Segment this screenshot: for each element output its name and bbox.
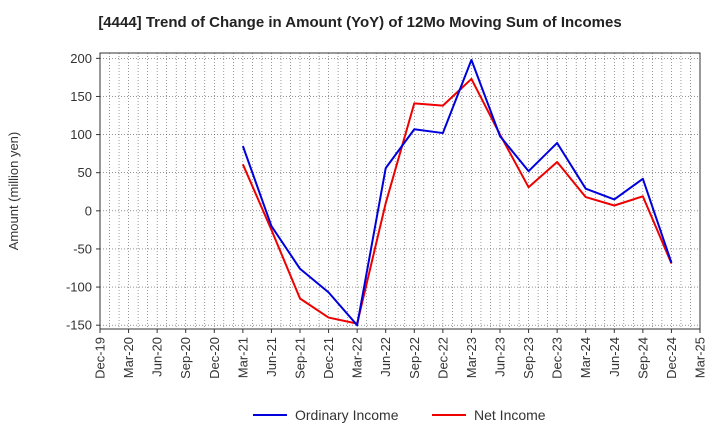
x-tick-label: Sep-21 (293, 337, 308, 379)
x-tick-label: Sep-22 (407, 337, 422, 379)
chart-title: [4444] Trend of Change in Amount (YoY) o… (98, 14, 622, 31)
x-tick-label: Dec-19 (93, 337, 108, 379)
y-tick-label: 150 (70, 89, 92, 104)
x-tick-label: Dec-24 (664, 337, 679, 379)
plot-frame (99, 52, 701, 330)
x-tick-label: Jun-21 (264, 337, 279, 377)
x-tick-label: Dec-21 (321, 337, 336, 379)
ordinary-income-legend-label: Ordinary Income (295, 407, 399, 423)
x-tick-label: Dec-22 (435, 337, 450, 379)
y-tick-label: -100 (66, 280, 92, 295)
net-income-line (241, 77, 673, 325)
x-tick-label: Sep-20 (178, 337, 193, 379)
y-tick-label: -150 (66, 318, 92, 333)
x-tick-label: Mar-20 (121, 337, 136, 378)
x-tick-labels: Dec-19 Mar-20 Jun-20 Sep-20 Dec-20 Mar-21 Jun-… (93, 337, 708, 379)
series-lines (241, 58, 673, 327)
x-tick-label: Mar-25 (693, 337, 708, 378)
x-tick-label: Jun-20 (150, 337, 165, 377)
grid (100, 53, 700, 329)
y-tick-label: 50 (78, 165, 92, 180)
x-tick-label: Jun-22 (378, 337, 393, 377)
x-tick-label: Jun-24 (607, 337, 622, 377)
y-tick-label: -50 (73, 241, 92, 256)
y-tick-label: 100 (70, 127, 92, 142)
ordinary-income-line (241, 58, 673, 327)
net-income-legend-label: Net Income (474, 407, 546, 423)
x-tick-label: Mar-21 (235, 337, 250, 378)
x-tick-label: Mar-24 (578, 337, 593, 378)
y-tick-labels: 200 150 100 50 0 -50 -100 -150 (66, 51, 92, 333)
x-tick-label: Mar-23 (464, 337, 479, 378)
y-tick-label: 0 (85, 203, 92, 218)
legend: Ordinary Income Net Income (253, 407, 546, 423)
x-tick-label: Mar-22 (350, 337, 365, 378)
axes (96, 52, 701, 333)
x-tick-label: Jun-23 (493, 337, 508, 377)
y-axis-label: Amount (million yen) (6, 132, 21, 251)
x-tick-label: Sep-23 (521, 337, 536, 379)
y-tick-label: 200 (70, 51, 92, 66)
x-tick-label: Sep-24 (635, 337, 650, 379)
x-tick-label: Dec-23 (550, 337, 565, 379)
x-tick-label: Dec-20 (207, 337, 222, 379)
